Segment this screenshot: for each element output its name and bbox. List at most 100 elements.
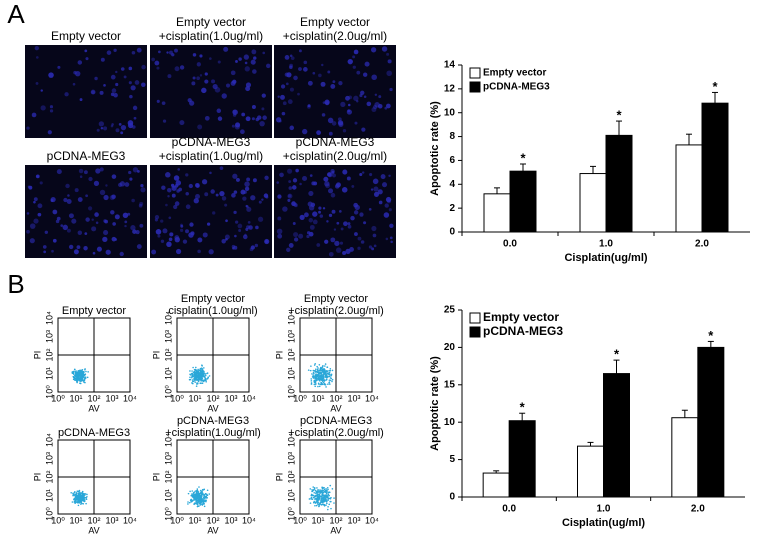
event xyxy=(75,377,78,380)
legend-label: Empty vector xyxy=(483,68,546,79)
nucleus xyxy=(129,177,133,181)
nucleus xyxy=(141,64,146,70)
nucleus xyxy=(297,92,300,96)
nucleus xyxy=(233,210,237,215)
image-label: +cisplatin(1.0ug/ml) xyxy=(159,29,263,43)
event xyxy=(312,369,315,372)
nucleus xyxy=(174,235,180,240)
event xyxy=(331,369,334,372)
nucleus xyxy=(174,201,180,206)
nucleus xyxy=(292,178,298,183)
event xyxy=(196,370,199,372)
event xyxy=(73,501,76,503)
nucleus xyxy=(33,197,38,202)
event xyxy=(204,500,206,502)
event xyxy=(330,507,332,510)
nucleus xyxy=(175,180,182,186)
nucleus xyxy=(336,221,340,225)
event xyxy=(325,386,327,388)
event xyxy=(201,504,204,506)
event xyxy=(313,377,316,379)
nucleus xyxy=(252,69,257,74)
nucleus xyxy=(188,232,194,238)
x-tick-label: 10⁴ xyxy=(242,393,256,403)
event xyxy=(195,492,198,495)
event xyxy=(187,503,189,505)
plot-label: cisplatin(1.0ug/ml) xyxy=(168,305,257,317)
nucleus xyxy=(234,124,240,130)
event xyxy=(86,376,89,379)
nucleus xyxy=(258,200,262,204)
x-tick-label: 10³ xyxy=(347,515,360,525)
x-tick-label: 1.0 xyxy=(597,504,611,515)
image-label: Empty vector xyxy=(51,29,121,43)
event xyxy=(84,368,86,371)
nucleus xyxy=(307,104,311,108)
y-tick-label: 25 xyxy=(444,305,456,316)
event xyxy=(200,382,202,385)
nucleus xyxy=(185,204,191,210)
event xyxy=(314,489,317,492)
event xyxy=(330,374,333,377)
event xyxy=(319,371,322,374)
event xyxy=(315,492,317,495)
event xyxy=(204,497,207,499)
event xyxy=(193,378,195,381)
event xyxy=(329,383,331,385)
event xyxy=(199,367,202,370)
y-tick-label: 10 xyxy=(444,417,456,428)
nucleus xyxy=(65,183,70,189)
event xyxy=(331,380,333,383)
nucleus xyxy=(304,212,309,218)
event xyxy=(315,499,318,501)
event xyxy=(312,496,315,499)
nucleus xyxy=(166,51,169,54)
significance-mark: * xyxy=(614,347,620,362)
event xyxy=(326,372,328,375)
x-tick-label: 10³ xyxy=(224,515,237,525)
x-tick-label: 10⁰ xyxy=(170,515,184,525)
nucleus xyxy=(330,192,336,198)
nucleus xyxy=(330,84,336,89)
nucleus xyxy=(160,219,164,223)
y-tick-label: 10¹ xyxy=(286,489,296,502)
nucleus xyxy=(168,237,173,242)
event xyxy=(82,494,84,496)
legend-label: Empty vector xyxy=(483,310,559,324)
nucleus xyxy=(359,172,363,177)
event xyxy=(75,375,78,378)
event xyxy=(70,491,72,494)
event xyxy=(203,379,206,381)
event xyxy=(318,377,320,380)
nucleus xyxy=(73,70,77,75)
event xyxy=(78,379,81,382)
nucleus xyxy=(179,228,184,233)
event xyxy=(75,497,78,500)
event xyxy=(323,496,325,498)
event xyxy=(187,501,189,503)
event xyxy=(208,493,211,495)
x-tick-label: 10⁰ xyxy=(170,393,184,403)
event xyxy=(324,384,327,386)
nucleus xyxy=(131,198,135,203)
event xyxy=(315,497,318,500)
nucleus xyxy=(244,66,250,72)
event xyxy=(191,382,194,385)
event xyxy=(324,494,326,496)
event xyxy=(329,497,332,500)
nucleus xyxy=(285,82,289,86)
event xyxy=(322,365,324,367)
y-tick-label: 10³ xyxy=(44,330,54,343)
event xyxy=(78,502,81,504)
panel-label: A xyxy=(7,0,25,29)
nucleus xyxy=(328,213,333,218)
event xyxy=(195,368,197,371)
y-tick-label: 10⁰ xyxy=(44,385,54,399)
nucleus xyxy=(235,122,241,128)
x-tick-label: 10² xyxy=(87,515,100,525)
event xyxy=(200,495,203,498)
event xyxy=(74,378,76,381)
event xyxy=(203,380,205,383)
nucleus xyxy=(362,72,368,77)
event xyxy=(78,497,81,500)
